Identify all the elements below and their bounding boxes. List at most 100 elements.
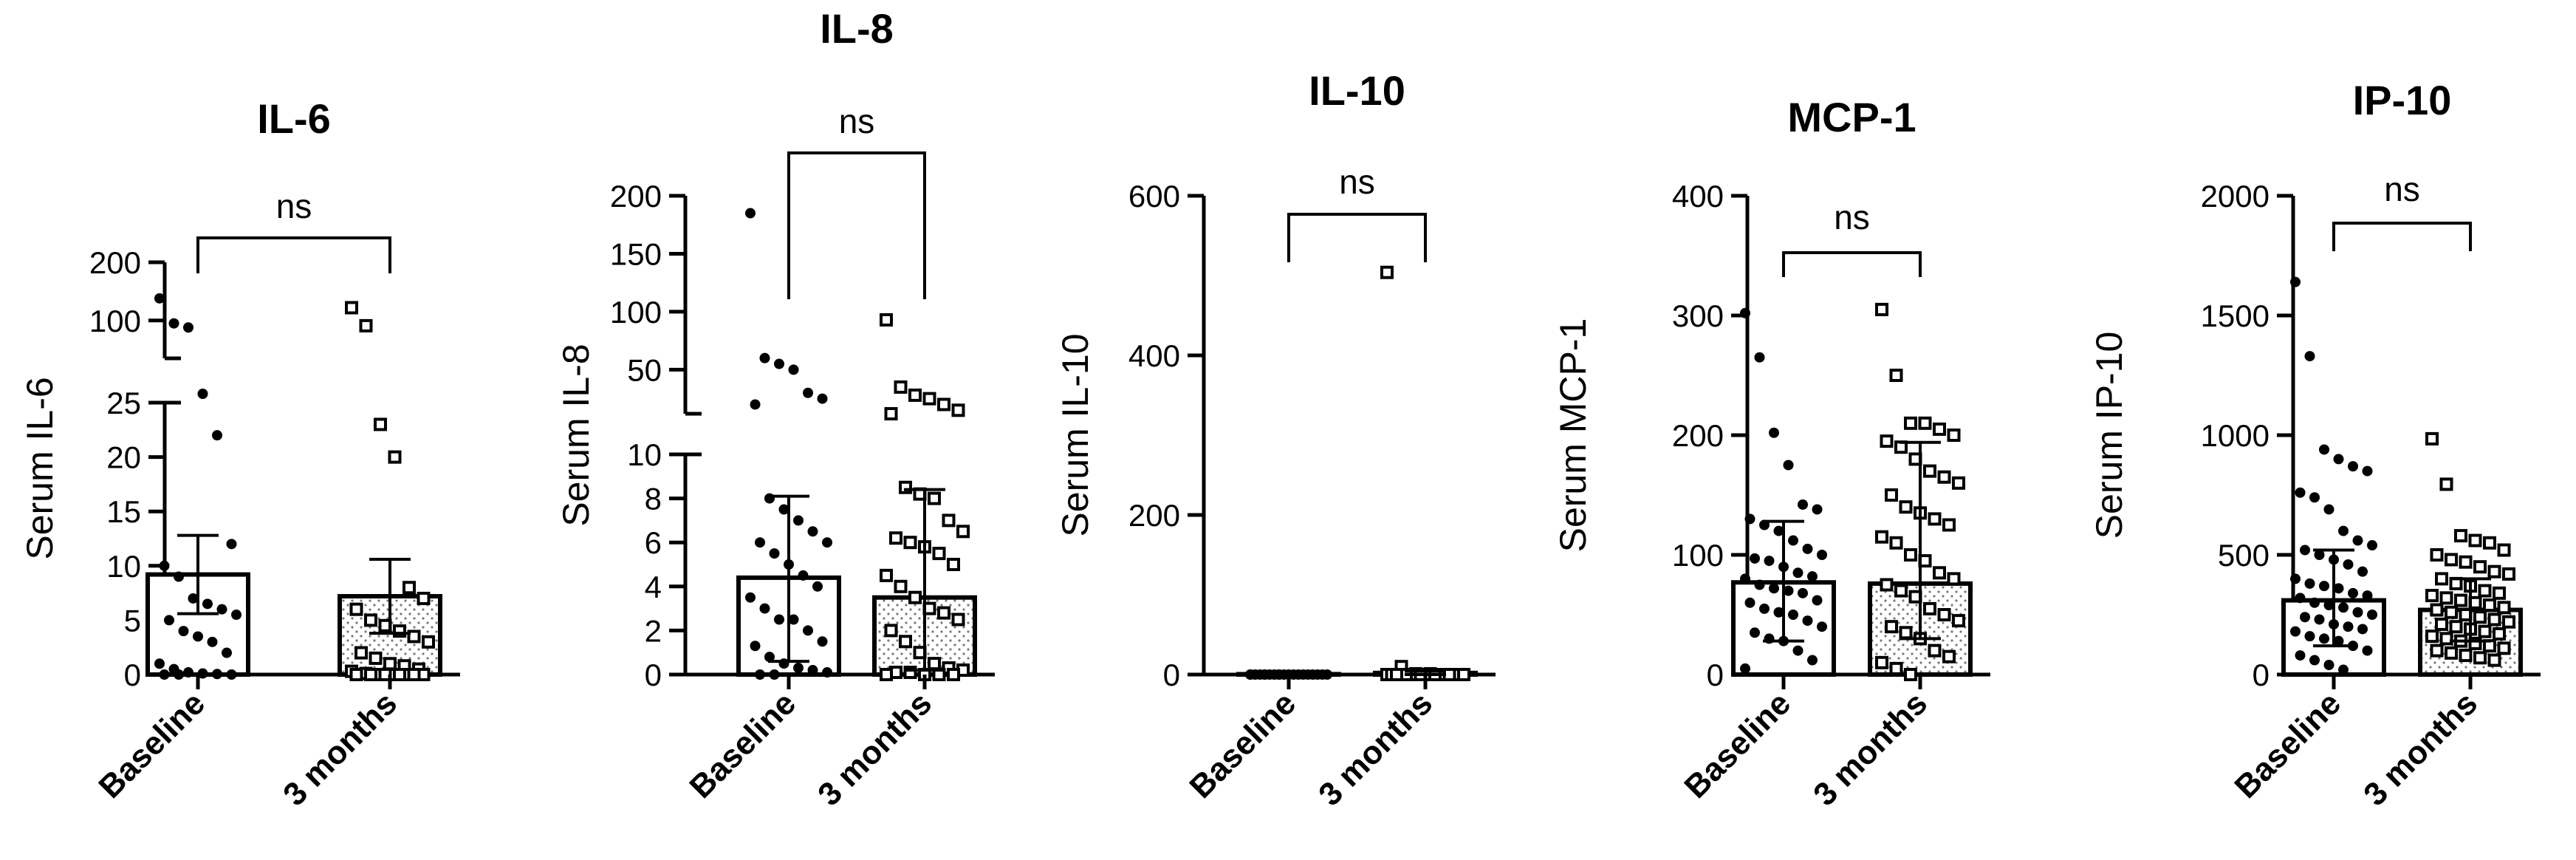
significance-label: ns (276, 187, 312, 225)
data-point (1802, 543, 1813, 554)
data-point (951, 612, 965, 627)
data-point (2319, 444, 2329, 455)
data-point (1889, 536, 1903, 550)
data-point (884, 624, 898, 638)
data-point (417, 591, 431, 605)
y-tick-label: 15 (106, 494, 141, 529)
data-point (2290, 626, 2301, 637)
data-point (1942, 649, 1956, 663)
data-point (908, 590, 922, 604)
data-point (798, 570, 809, 581)
data-point (2454, 529, 2467, 543)
y-tick-label: 0 (124, 658, 141, 692)
data-point (2483, 598, 2496, 612)
category-label: 3 months (2357, 685, 2484, 813)
data-point (793, 515, 804, 526)
data-point (1875, 530, 1888, 544)
data-point (2362, 645, 2373, 656)
data-point (942, 513, 956, 528)
data-point (2430, 603, 2444, 617)
y-tick-label: 25 (106, 386, 141, 420)
data-point (1322, 669, 1332, 680)
data-point (407, 629, 421, 644)
data-point (2333, 454, 2344, 465)
data-point (2502, 615, 2515, 629)
data-point (750, 399, 761, 410)
y-tick-label: 1500 (2201, 298, 2270, 333)
data-point (369, 651, 383, 665)
y-axis-label: Serum MCP-1 (1552, 318, 1594, 553)
data-point (2352, 607, 2363, 618)
category-label: 3 months (811, 685, 939, 813)
y-axis-label: Serum IL-10 (1055, 333, 1096, 536)
data-point (2487, 653, 2501, 667)
data-point (1885, 620, 1898, 634)
data-point (216, 604, 227, 615)
y-tick-label: 100 (89, 304, 141, 338)
data-point (759, 352, 770, 364)
data-point (2497, 601, 2511, 615)
data-point (1802, 615, 1813, 627)
data-point (174, 571, 184, 582)
data-point (2323, 600, 2334, 611)
data-point (1783, 585, 1794, 596)
data-point (226, 539, 237, 550)
data-point (1889, 661, 1903, 675)
data-point (2483, 536, 2496, 550)
data-point (2357, 566, 2368, 577)
y-tick-label: 5 (124, 603, 141, 638)
y-axis-label: Serum IL-6 (19, 377, 61, 559)
data-point (222, 647, 232, 658)
data-point (1807, 571, 1818, 582)
y-tick-label: 150 (610, 236, 662, 271)
data-point (2343, 621, 2354, 632)
data-point (899, 635, 912, 649)
data-point (2309, 597, 2320, 608)
data-point (2459, 649, 2473, 663)
significance-label: ns (839, 102, 875, 140)
bar-baseline (145, 572, 250, 677)
data-point (207, 636, 218, 647)
data-point (2493, 627, 2506, 641)
significance-bracket (1782, 251, 1922, 277)
chart-panel-2: IL-8 Serum IL-8 0 2 4 6 8 10 50 100 150 200 Baseline… (555, 5, 995, 813)
data-point (183, 667, 193, 678)
data-point (374, 417, 387, 431)
y-tick-label: 100 (1672, 538, 1724, 573)
data-point (769, 548, 780, 559)
y-tick-label: 0 (2253, 658, 2270, 692)
data-point (2497, 641, 2511, 655)
data-point (2449, 620, 2463, 634)
y-axis-label: Serum IP-10 (2089, 332, 2130, 539)
data-point (1904, 416, 1917, 430)
data-point (759, 603, 770, 614)
data-point (359, 318, 373, 332)
y-tick-label: 50 (627, 352, 662, 387)
data-point (937, 397, 950, 412)
y-tick-label: 10 (106, 549, 141, 584)
data-point (159, 669, 170, 680)
data-point (903, 536, 917, 550)
data-point (2473, 610, 2487, 624)
data-point (1904, 668, 1917, 681)
data-point (894, 380, 908, 394)
data-point (2362, 465, 2373, 477)
data-point (2333, 635, 2344, 646)
chart-panel-1: IL-6 Serum IL-6 0 5 10 15 20 25 100 200 Baseline 3 … (19, 95, 460, 813)
data-point (212, 430, 222, 441)
data-point (1783, 460, 1794, 471)
data-point (2367, 540, 2377, 551)
data-point (1928, 644, 1942, 658)
data-point (1947, 429, 1961, 442)
y-tick-label: 0 (1707, 658, 1724, 692)
data-point (2304, 351, 2315, 362)
y-tick-label: 400 (1672, 179, 1724, 214)
data-point (231, 610, 242, 621)
data-point (1937, 608, 1951, 621)
data-point (928, 657, 941, 671)
data-point (1798, 587, 1808, 598)
data-point (2319, 581, 2329, 592)
data-point (2425, 629, 2439, 644)
data-point (393, 668, 406, 681)
